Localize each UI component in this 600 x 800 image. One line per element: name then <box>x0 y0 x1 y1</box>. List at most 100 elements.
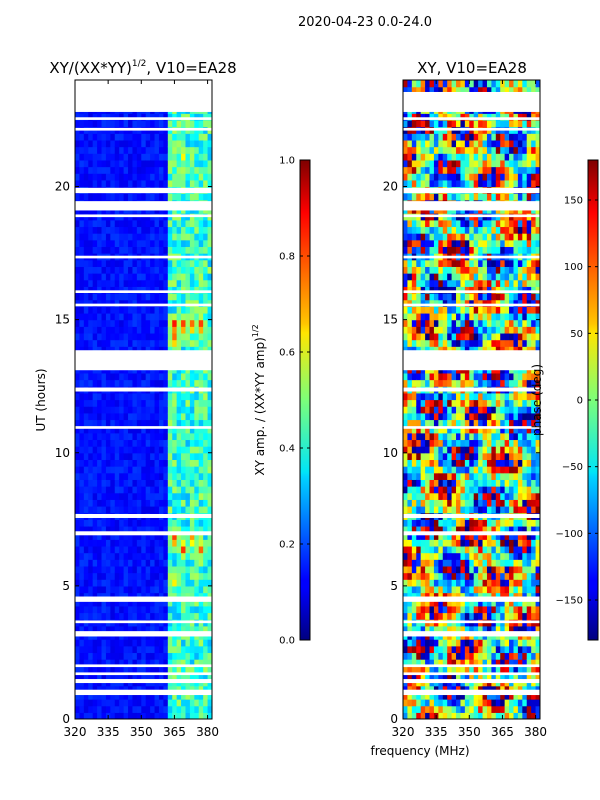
heatmap-cell <box>420 499 426 507</box>
heatmap-cell <box>83 419 89 427</box>
heatmap-cell <box>407 326 413 334</box>
heatmap-cell <box>407 153 413 161</box>
heatmap-cell <box>460 419 466 427</box>
heatmap-cell <box>88 246 94 254</box>
heatmap-cell <box>145 113 151 121</box>
heatmap-cell <box>92 639 98 647</box>
heatmap-cell <box>403 339 409 347</box>
heatmap-cell <box>411 572 417 580</box>
heatmap-cell <box>486 119 492 128</box>
heatmap-cell <box>433 592 439 600</box>
heatmap-cell <box>416 219 422 228</box>
heatmap-cell <box>460 699 466 707</box>
heatmap-cell <box>478 452 484 461</box>
heatmap-cell <box>460 379 466 387</box>
heatmap-cell <box>203 166 209 174</box>
heatmap-cell <box>407 439 413 447</box>
heatmap-cell <box>447 259 453 267</box>
heatmap-cell <box>194 246 200 254</box>
heatmap-cell <box>92 273 98 281</box>
heatmap-cell <box>438 565 444 574</box>
heatmap-cell <box>438 672 444 680</box>
heatmap-cell <box>403 406 409 414</box>
heatmap-cell <box>189 326 195 334</box>
heatmap-cell <box>447 266 453 274</box>
heatmap-cell <box>207 113 212 121</box>
heatmap-cell <box>407 539 413 547</box>
heatmap-cell <box>75 625 81 634</box>
heatmap-cell <box>105 153 111 161</box>
heatmap-cell <box>163 446 169 454</box>
heatmap-cell <box>478 239 484 248</box>
heatmap-cell <box>185 379 191 387</box>
heatmap-cell <box>429 459 435 467</box>
heatmap-cell <box>97 226 103 234</box>
heatmap-cell <box>189 226 195 234</box>
heatmap-cell <box>83 452 89 461</box>
heatmap-cell <box>460 599 466 607</box>
heatmap-cell <box>79 266 85 274</box>
heatmap-cell <box>88 692 94 700</box>
heatmap-cell <box>451 312 457 321</box>
heatmap-cell <box>203 159 209 168</box>
heatmap-cell <box>460 219 466 228</box>
heatmap-cell <box>207 625 212 634</box>
heatmap-cell <box>119 499 125 507</box>
heatmap-cell <box>482 592 488 600</box>
heatmap-cell <box>141 506 147 514</box>
heatmap-cell <box>75 219 81 228</box>
heatmap-cell <box>97 492 103 500</box>
heatmap-cell <box>114 326 120 334</box>
heatmap-cell <box>145 685 151 693</box>
heatmap-cell <box>154 332 160 341</box>
heatmap-cell <box>447 559 453 567</box>
heatmap-cell <box>172 412 178 421</box>
heatmap-cell <box>460 492 466 500</box>
heatmap-cell <box>438 392 444 401</box>
heatmap-cell <box>416 685 422 693</box>
heatmap-cell <box>194 113 200 121</box>
heatmap-cell <box>420 332 426 341</box>
heatmap-cell <box>181 379 187 387</box>
heatmap-cell <box>88 592 94 600</box>
heatmap-cell <box>92 239 98 248</box>
heatmap-cell <box>194 565 200 574</box>
heatmap-cell <box>407 486 413 494</box>
heatmap-cell <box>194 159 200 168</box>
heatmap-cell <box>447 712 453 719</box>
heatmap-cell <box>181 532 187 540</box>
heatmap-cell <box>442 166 448 174</box>
heatmap-cell <box>181 113 187 121</box>
heatmap-cell <box>114 639 120 647</box>
heatmap-cell <box>110 346 116 354</box>
heatmap-cell <box>486 565 492 574</box>
heatmap-cell <box>203 392 209 401</box>
heatmap-cell <box>92 519 98 527</box>
heatmap-cell <box>411 306 417 314</box>
heatmap-cell <box>482 532 488 540</box>
heatmap-cell <box>114 579 120 587</box>
heatmap-cell <box>145 625 151 634</box>
heatmap-cell <box>119 705 125 713</box>
heatmap-cell <box>456 273 462 281</box>
heatmap-cell <box>194 266 200 274</box>
heatmap-cell <box>92 605 98 614</box>
heatmap-cell <box>145 432 151 441</box>
heatmap-cell <box>128 472 134 480</box>
heatmap-cell <box>189 446 195 454</box>
heatmap-cell <box>128 692 134 700</box>
heatmap-cell <box>407 193 413 201</box>
heatmap-cell <box>403 273 409 281</box>
heatmap-cell <box>442 639 448 647</box>
heatmap-cell <box>456 705 462 713</box>
heatmap-cell <box>83 273 89 281</box>
heatmap-cell <box>88 685 94 693</box>
heatmap-cell <box>429 392 435 401</box>
heatmap-cell <box>207 472 212 480</box>
heatmap-cell <box>403 239 409 248</box>
heatmap-cell <box>482 113 488 121</box>
heatmap-cell <box>420 565 426 574</box>
heatmap-cell <box>105 319 111 327</box>
heatmap-cell <box>416 545 422 554</box>
heatmap-cell <box>88 372 94 381</box>
